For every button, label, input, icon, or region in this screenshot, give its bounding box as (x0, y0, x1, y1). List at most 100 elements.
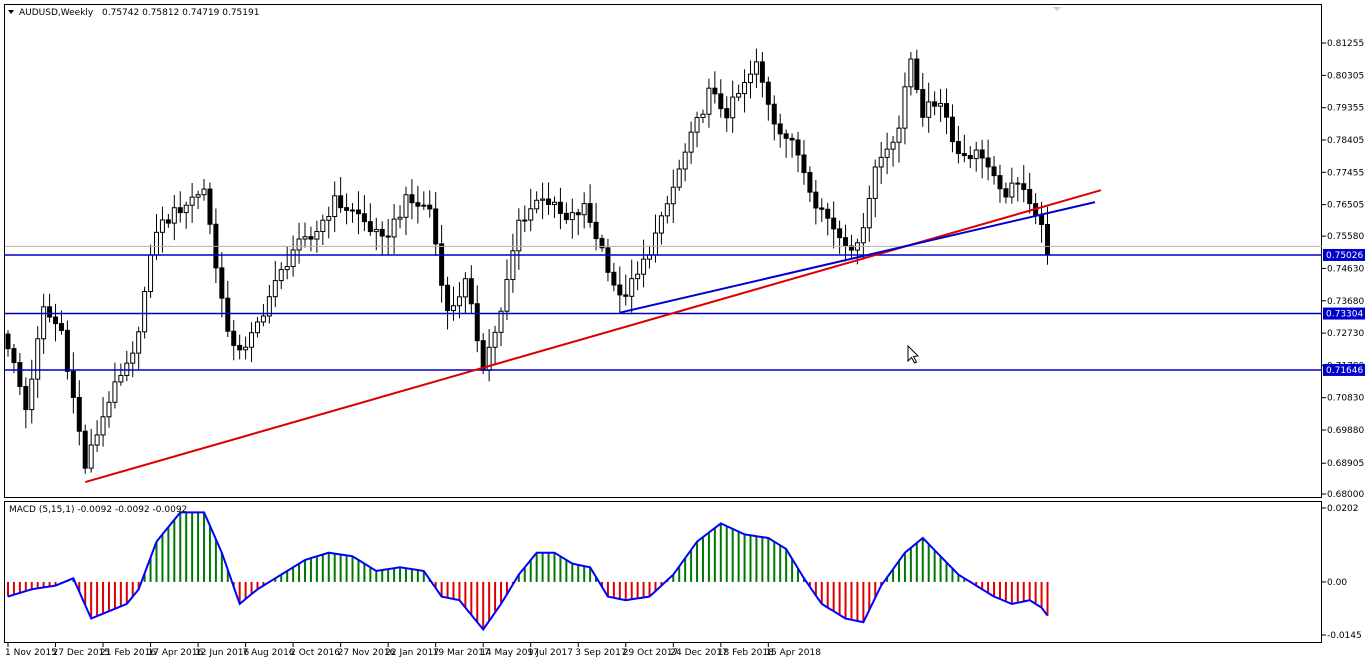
price-label-box (1323, 363, 1365, 376)
candle (664, 195, 670, 224)
candle (254, 316, 260, 338)
candle-body (765, 81, 771, 105)
price-label-text: 0.75026 (1326, 251, 1363, 261)
candle-body (64, 329, 70, 372)
candle (997, 164, 1003, 203)
time-tick-label: 24 Dec 2017 (670, 648, 728, 658)
candle-body (1045, 223, 1050, 256)
candle (171, 195, 177, 241)
candle (534, 191, 540, 214)
price-tick-label: 0.69880 (1327, 426, 1364, 436)
price-tick-label: 0.76505 (1327, 201, 1364, 211)
candle (338, 177, 344, 213)
candle-body (492, 331, 498, 348)
candle-body (789, 137, 795, 141)
candle-body (551, 201, 557, 206)
macd-pane-frame[interactable] (4, 501, 1322, 643)
candle (742, 69, 748, 113)
chart-shift-marker-icon[interactable] (1053, 7, 1061, 11)
candle (47, 293, 53, 323)
candle-body (516, 219, 522, 252)
candle-body (243, 346, 249, 351)
macd-histogram (7, 511, 1049, 632)
time-tick-label: 9 Jul 2017 (528, 648, 573, 658)
candle-body (587, 203, 593, 223)
candle-body (967, 155, 973, 160)
candle (433, 192, 439, 256)
candle (985, 139, 991, 181)
candle (142, 286, 148, 339)
candle (783, 129, 789, 158)
candle-body (955, 141, 961, 155)
candle (617, 266, 623, 314)
candle-body (557, 201, 563, 214)
price-candles (5, 48, 1050, 474)
candle-body (1021, 183, 1027, 190)
candle-body (462, 278, 468, 298)
candle-body (736, 93, 742, 98)
candle (528, 188, 534, 232)
candle-body (694, 117, 700, 133)
candle (902, 72, 908, 145)
macd-signal-line (7, 511, 1049, 632)
candle-body (385, 235, 391, 238)
candle (249, 322, 255, 363)
candle-body (100, 416, 106, 436)
time-tick-label: 3 Sep 2017 (575, 648, 626, 658)
candle-body (997, 175, 1003, 190)
candle (189, 183, 195, 223)
candle (777, 113, 783, 148)
candle (516, 208, 522, 270)
candle-body (753, 61, 759, 75)
candle (391, 204, 397, 254)
candle-body (528, 208, 534, 221)
candle (159, 206, 165, 253)
candle-body (843, 237, 849, 247)
candle (914, 49, 920, 94)
candle (860, 212, 866, 260)
candle-body (480, 340, 486, 371)
candle (445, 276, 451, 330)
candle (76, 380, 82, 446)
candle (819, 198, 825, 223)
candle-body (819, 207, 825, 210)
candle-body (1015, 182, 1021, 185)
mouse-cursor-icon (907, 344, 920, 364)
candle (955, 125, 961, 164)
time-tick-label: 27 Dec 2015 (53, 648, 111, 658)
candle-body (403, 194, 409, 218)
price-tick-label: 0.68000 (1327, 490, 1364, 500)
candle (1015, 176, 1021, 202)
candle-body (88, 444, 94, 469)
candle (492, 325, 498, 364)
candle (759, 52, 765, 98)
price-label-box (1323, 307, 1365, 320)
candle (474, 285, 480, 353)
candle (676, 159, 682, 191)
candle-body (201, 188, 207, 196)
candle-body (350, 209, 356, 212)
candle-body (272, 280, 278, 298)
candle (581, 192, 587, 229)
candle-body (70, 370, 76, 398)
candle-body (456, 296, 462, 307)
candle (896, 115, 902, 163)
candle-body (58, 323, 64, 331)
candle (599, 234, 605, 252)
candle-body (617, 284, 623, 296)
candle (635, 261, 641, 291)
candle-body (825, 208, 831, 219)
candle-body (611, 271, 617, 286)
candle-body (534, 199, 540, 210)
candle (278, 262, 284, 290)
support-lines[interactable] (5, 245, 1322, 371)
candle-body (468, 278, 474, 305)
down-triangle-icon[interactable] (8, 10, 14, 14)
trendlines[interactable] (84, 189, 1102, 484)
candle-body (474, 303, 480, 342)
price-pane-frame[interactable] (4, 4, 1322, 498)
candle (557, 187, 563, 230)
candle (266, 284, 272, 324)
candle (932, 91, 938, 116)
